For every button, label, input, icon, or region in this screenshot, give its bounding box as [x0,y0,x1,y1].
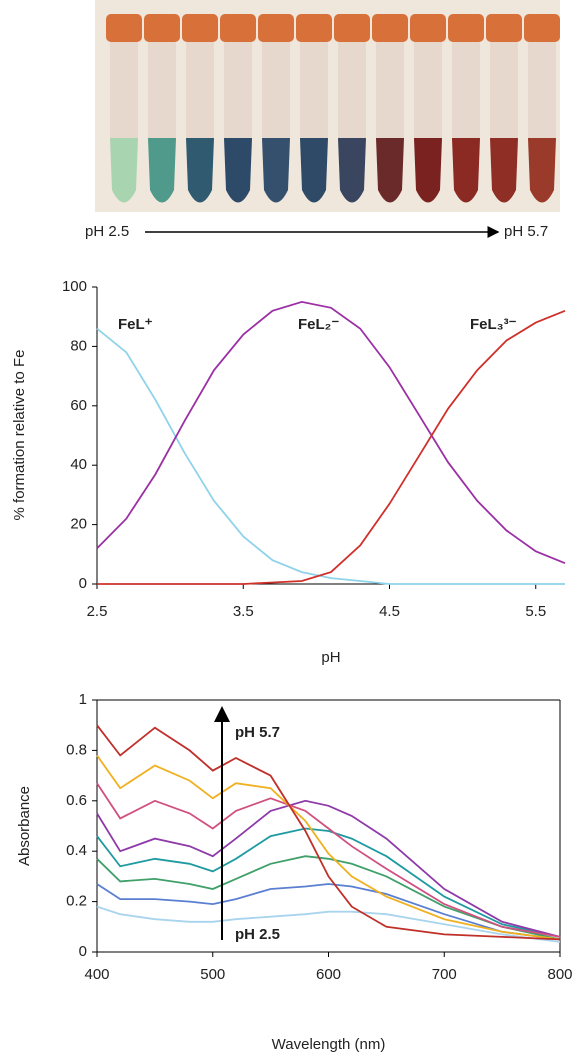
photo-label: pH 5.7 [504,223,548,240]
tube-liquid [528,138,556,203]
annotation: pH 2.5 [235,926,280,943]
series-line [96,724,561,941]
tube-cap [524,14,560,42]
y-tick-label: 0.4 [66,842,87,859]
tube-cap [486,14,522,42]
series-line [96,327,565,585]
x-tick-label: 500 [200,966,225,983]
y-tick-label: 0.8 [66,741,87,758]
tube-body [110,42,138,142]
tube-photo [95,0,560,212]
tube-liquid [224,138,252,203]
y-tick-label: 1 [79,691,87,708]
x-tick-label: 700 [432,966,457,983]
y-axis-label: % formation relative to Fe [11,350,28,521]
y-axis-label: Absorbance [16,786,33,866]
tube-cap [296,14,332,42]
annotation: pH 5.7 [235,724,280,741]
series-label: FeL₃³⁻ [470,316,517,333]
y-tick-label: 20 [70,516,87,533]
tube-cap [410,14,446,42]
tube-body [528,42,556,142]
tube-cap [144,14,180,42]
x-tick-label: 400 [84,966,109,983]
y-tick-label: 100 [62,278,87,295]
tube-cap [448,14,484,42]
tube-body [148,42,176,142]
y-tick-label: 60 [70,397,87,414]
tube-liquid [186,138,214,203]
series-line [96,827,561,938]
y-tick-label: 0.2 [66,893,87,910]
tube-cap [334,14,370,42]
tube-liquid [300,138,328,203]
tube-liquid [376,138,404,203]
y-tick-label: 0 [79,943,87,960]
series-line [96,855,561,941]
series-line [96,300,566,565]
y-tick-label: 0 [79,575,87,592]
tube-body [224,42,252,142]
tube-liquid [414,138,442,203]
series-line [97,309,566,585]
series-line [96,883,561,941]
tube-body [414,42,442,142]
tube-cap [258,14,294,42]
tube-liquid [490,138,518,203]
tube-liquid [148,138,176,203]
tube-cap [372,14,408,42]
y-tick-label: 0.6 [66,792,87,809]
tube-body [262,42,290,142]
x-axis-label: pH [321,649,340,666]
x-tick-label: 5.5 [525,603,546,620]
x-tick-label: 4.5 [379,603,400,620]
tube-body [452,42,480,142]
x-tick-label: 3.5 [233,603,254,620]
x-axis-label: Wavelength (nm) [272,1036,386,1053]
tube-cap [220,14,256,42]
tube-body [376,42,404,142]
x-tick-label: 2.5 [87,603,108,620]
tube-cap [106,14,142,42]
x-tick-label: 600 [316,966,341,983]
tube-liquid [338,138,366,203]
tube-body [186,42,214,142]
tube-body [300,42,328,142]
tube-cap [182,14,218,42]
tube-liquid [452,138,480,203]
series-line [96,905,561,943]
tube-body [338,42,366,142]
series-label: FeL₂⁻ [298,316,339,333]
photo-label: pH 2.5 [85,223,129,240]
tube-liquid [110,138,138,203]
y-tick-label: 80 [70,337,87,354]
y-tick-label: 40 [70,456,87,473]
series-label: FeL⁺ [118,316,153,333]
series-line [96,799,561,938]
tube-body [490,42,518,142]
tube-liquid [262,138,290,203]
x-tick-label: 800 [547,966,572,983]
